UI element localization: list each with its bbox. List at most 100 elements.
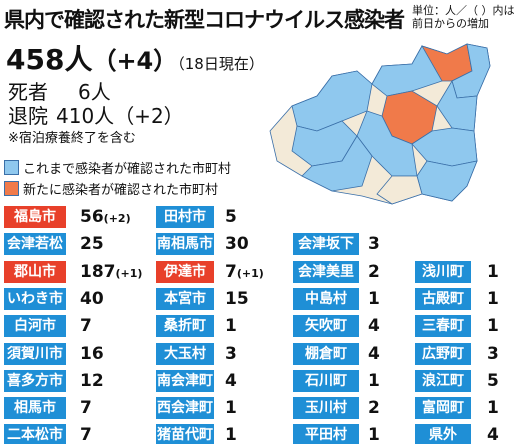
case-count: 1: [487, 261, 499, 283]
count: 3: [225, 343, 237, 364]
count: 40: [80, 288, 104, 309]
case-count: 1: [368, 424, 380, 444]
municipality: 郡山市: [4, 260, 66, 283]
case-count: 56(+2): [80, 206, 131, 228]
municipality: 二本松市: [4, 424, 66, 444]
legend-label: 新たに感染者が確認された市町村: [23, 183, 219, 198]
date: （18日現在）: [177, 55, 264, 73]
map: [269, 43, 491, 205]
municipality: 会津美里町: [293, 260, 359, 302]
municipality: 西会津町: [156, 397, 214, 420]
municipality: いわき市: [4, 287, 66, 310]
deaths-label: 死者: [8, 80, 48, 104]
count: 7: [80, 316, 92, 337]
count: 1: [487, 316, 499, 337]
count: 1: [487, 398, 499, 419]
count: 30: [225, 234, 249, 255]
municipality: 本宮市: [156, 287, 214, 310]
count: 16: [80, 343, 104, 364]
case-count: 15: [225, 288, 249, 310]
count: 7: [80, 425, 92, 444]
municipality: 白河市: [4, 315, 66, 338]
municipality: 伊達市: [156, 260, 214, 283]
count: 187: [80, 261, 116, 282]
case-count: 4: [368, 343, 380, 365]
municipality: 古殿町: [415, 287, 471, 310]
count: 3: [368, 234, 380, 255]
title: 県内で確認された新型コロナウイルス感染者: [4, 8, 405, 32]
count: 15: [225, 288, 249, 309]
municipality: 矢吹町: [293, 315, 359, 338]
count: 1: [487, 261, 499, 282]
municipality: 須賀川市: [4, 342, 66, 365]
count: 56: [80, 207, 104, 227]
discharged-label: 退院: [8, 104, 48, 128]
municipality: 県外: [415, 424, 471, 444]
count: 5: [487, 370, 499, 391]
municipality: 福島市: [4, 206, 66, 228]
case-count: 1: [225, 315, 237, 337]
count: 4: [368, 316, 380, 337]
municipality: 浅川町: [415, 260, 471, 283]
map-region: [416, 160, 478, 202]
count: 4: [487, 425, 499, 444]
municipality: 田村市: [156, 206, 214, 228]
municipality: 棚倉町: [293, 342, 359, 365]
municipality: 広野町: [415, 342, 471, 365]
count: 1: [225, 425, 237, 444]
total: 458人: [6, 43, 93, 76]
case-count: 5: [487, 370, 499, 392]
deaths: 6人: [78, 80, 111, 104]
total-increase: （+4）: [92, 47, 178, 75]
count: 1: [368, 425, 380, 444]
count: 1: [487, 288, 499, 309]
count: 4: [368, 343, 380, 364]
case-count: 7: [80, 315, 92, 337]
case-count: 2: [368, 261, 380, 283]
case-count: 3: [225, 343, 237, 365]
municipality: 相馬市: [4, 397, 66, 420]
municipality: 平田村: [293, 424, 359, 444]
case-count: 1: [487, 315, 499, 337]
legend-swatch: [4, 160, 19, 175]
municipality: 浪江町: [415, 369, 471, 392]
case-count: 4: [225, 370, 237, 392]
count: 1: [225, 398, 237, 419]
case-count: 4: [368, 315, 380, 337]
case-count: 187(+1): [80, 261, 142, 283]
case-count: 1: [225, 397, 237, 419]
case-count: 40: [80, 288, 104, 310]
legend-swatch: [4, 181, 19, 196]
discharged: 410人: [56, 104, 115, 128]
case-count: 16: [80, 343, 104, 365]
case-count: 3: [487, 343, 499, 365]
count: 1: [368, 370, 380, 391]
count: 4: [225, 370, 237, 391]
case-count: 7(+1): [225, 261, 264, 283]
municipality: 中島村: [293, 287, 359, 310]
discharged-increase: （+2）: [114, 104, 184, 128]
municipality: 会津若松市: [4, 233, 66, 274]
municipality: 玉川村: [293, 397, 359, 420]
count: 2: [368, 398, 380, 419]
increase: (+1): [236, 266, 264, 280]
legend-label: これまで感染者が確認された市町村: [23, 162, 232, 177]
deaths-row: 死者 6人: [8, 76, 111, 105]
discharged-row: 退院 410人（+2）: [8, 100, 184, 129]
count: 5: [225, 207, 237, 227]
count: 25: [80, 234, 104, 255]
case-count: 3: [368, 233, 380, 255]
municipality: 猪苗代町: [156, 424, 214, 444]
case-count: 5: [225, 206, 237, 228]
municipality: 桑折町: [156, 315, 214, 338]
municipality: 南会津町: [156, 369, 214, 392]
map-region-none: [376, 175, 423, 205]
unit-note: 単位：人／（ ）内は 前日からの増加: [412, 4, 515, 30]
municipality: 喜多方市: [4, 369, 66, 392]
increase: (+1): [115, 266, 143, 280]
case-count: 12: [80, 370, 104, 392]
map-region: [301, 135, 373, 192]
count: 2: [368, 261, 380, 282]
municipality: 三春町: [415, 315, 471, 338]
